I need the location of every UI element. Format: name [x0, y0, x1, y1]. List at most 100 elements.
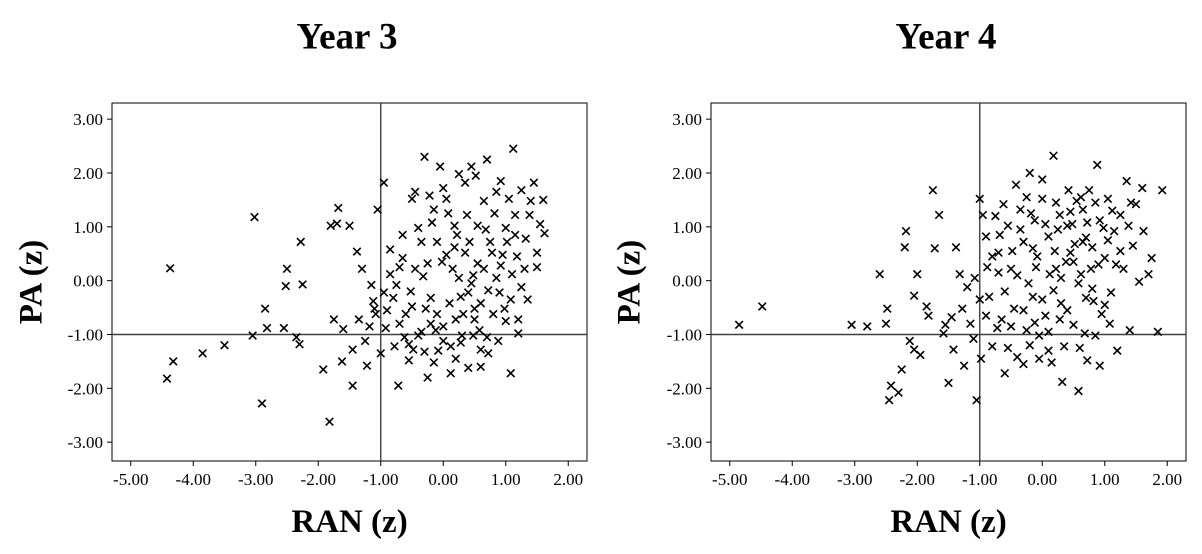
data-point: [354, 315, 364, 324]
data-point: [426, 319, 436, 329]
data-point: [1000, 368, 1010, 378]
data-point: [999, 199, 1008, 209]
data-point: [1109, 226, 1119, 236]
x-tick-label: -1.00: [363, 470, 398, 489]
data-point: [517, 185, 526, 195]
data-point: [479, 264, 489, 274]
data-point: [352, 247, 362, 256]
data-point: [949, 345, 958, 354]
data-point: [504, 194, 514, 204]
x-tick-label: -3.00: [238, 470, 273, 489]
data-point: [162, 374, 172, 383]
data-point: [924, 311, 933, 320]
data-point: [410, 264, 420, 274]
data-point: [1016, 225, 1025, 234]
data-point: [468, 331, 478, 340]
data-point: [296, 237, 306, 247]
data-point: [463, 288, 473, 297]
data-point: [456, 292, 466, 302]
data-point: [1103, 235, 1113, 245]
data-point: [947, 312, 956, 322]
data-point: [482, 332, 492, 342]
data-point: [909, 291, 919, 301]
data-point: [448, 264, 457, 274]
data-point: [385, 269, 395, 279]
data-point: [487, 248, 497, 257]
data-point: [532, 248, 542, 257]
data-point: [404, 355, 414, 365]
data-point: [1124, 221, 1133, 231]
data-point: [1125, 325, 1135, 335]
x-tick-label: 1.00: [491, 470, 521, 489]
data-point: [934, 210, 944, 220]
data-point: [1026, 209, 1036, 218]
data-point: [1055, 210, 1065, 220]
data-point: [418, 272, 428, 281]
data-point: [429, 358, 439, 367]
data-point: [467, 279, 476, 288]
data-point: [1016, 205, 1025, 214]
data-point: [406, 287, 416, 296]
data-point: [496, 261, 506, 270]
data-point: [875, 269, 885, 279]
data-point: [882, 304, 892, 313]
data-point: [994, 248, 1003, 257]
data-point: [969, 334, 978, 344]
data-point: [413, 223, 423, 233]
data-point: [451, 315, 461, 324]
data-point: [420, 347, 429, 357]
x-tick-label: -5.00: [113, 470, 148, 489]
data-point: [1099, 223, 1108, 233]
data-point: [279, 323, 289, 333]
data-point: [1137, 183, 1147, 193]
data-point: [1044, 346, 1053, 355]
y-tick-label: -3.00: [68, 433, 103, 452]
data-point: [1028, 292, 1038, 302]
data-point: [941, 320, 950, 330]
data-point: [423, 373, 432, 382]
data-point: [976, 354, 986, 364]
data-point: [442, 194, 451, 204]
data-point: [513, 329, 523, 338]
data-point: [473, 221, 482, 231]
data-point: [987, 342, 997, 351]
data-point: [981, 311, 991, 320]
data-point: [1030, 216, 1040, 225]
data-point: [483, 348, 493, 358]
data-point: [408, 345, 418, 354]
data-point: [1057, 377, 1067, 387]
data-point: [1122, 176, 1131, 186]
data-point: [901, 226, 911, 236]
data-point: [381, 323, 391, 333]
data-point: [490, 209, 499, 218]
data-point: [955, 269, 965, 279]
data-point: [972, 395, 981, 405]
x-tick-label: -1.00: [962, 470, 997, 489]
x-tick-label: 1.00: [1090, 470, 1120, 489]
x-tick-label: 0.00: [428, 470, 458, 489]
data-point: [1139, 226, 1148, 236]
data-point: [1006, 322, 1016, 331]
data-point: [944, 378, 953, 388]
data-point: [513, 315, 523, 324]
x-tick-label: -4.00: [775, 470, 810, 489]
data-point: [482, 155, 492, 164]
data-point: [401, 309, 411, 319]
data-point: [1089, 296, 1098, 306]
data-point: [379, 288, 389, 297]
data-point: [1112, 346, 1122, 355]
data-point: [1082, 355, 1092, 365]
data-point: [962, 282, 972, 292]
data-point: [470, 315, 479, 324]
data-point: [1019, 359, 1028, 369]
data-point: [407, 302, 417, 311]
data-point: [510, 230, 520, 240]
y-tick-label: 2.00: [672, 164, 702, 183]
data-point: [981, 232, 991, 241]
data-point: [1092, 160, 1102, 170]
data-point: [526, 196, 536, 206]
data-point: [500, 304, 509, 313]
data-point: [407, 194, 417, 204]
data-point: [951, 242, 961, 252]
data-point: [398, 230, 407, 240]
